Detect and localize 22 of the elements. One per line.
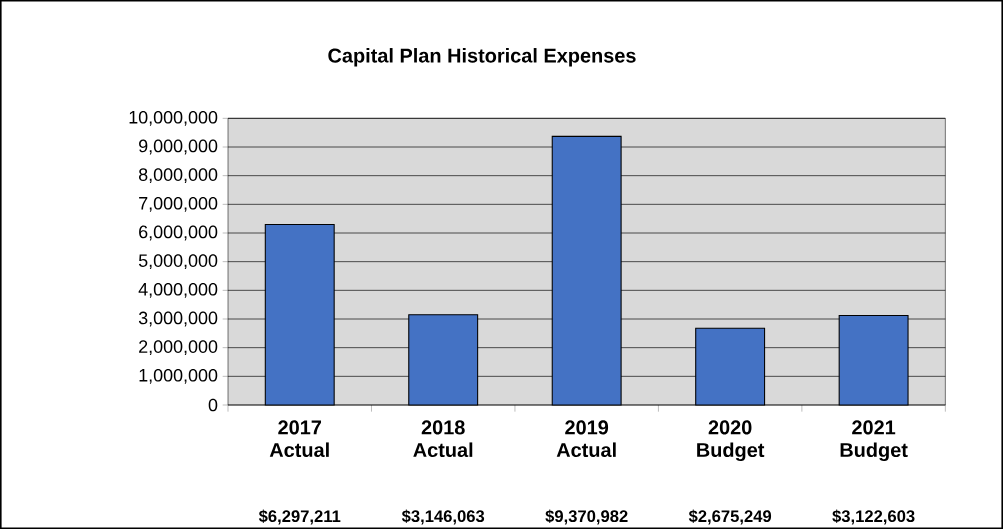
y-tick-label: 6,000,000 xyxy=(139,225,218,241)
data-label: $3,146,063 xyxy=(401,509,485,525)
x-tick-label: 2020 Budget xyxy=(697,420,765,462)
y-tick-label: 3,000,000 xyxy=(138,311,218,327)
data-label: $6,297,211 xyxy=(258,509,341,525)
data-label: $2,675,249 xyxy=(688,509,772,525)
x-tick-label: 2017 Actual xyxy=(269,420,329,458)
chart-title: Capital Plan Historical Expenses xyxy=(328,48,636,67)
y-tick-label: 10,000,000 xyxy=(129,110,218,126)
x-tick-label: 2021 Budget xyxy=(840,420,908,462)
y-tick-label: 7,000,000 xyxy=(139,196,218,212)
x-tick-label: 2018 Actual xyxy=(413,420,473,458)
y-tick-label: 5,000,000 xyxy=(138,254,218,270)
y-tick-label: 2,000,000 xyxy=(139,340,218,356)
data-label: $9,370,982 xyxy=(545,509,628,525)
data-label: $3,122,603 xyxy=(832,509,915,525)
y-tick-label: 9,000,000 xyxy=(139,139,218,155)
x-tick-label: 2019 Actual xyxy=(556,420,616,458)
y-tick-label: 0 xyxy=(208,398,218,412)
y-tick-label: 1,000,000 xyxy=(139,368,218,384)
y-tick-label: 8,000,000 xyxy=(138,168,218,184)
y-tick-label: 4,000,000 xyxy=(138,282,218,298)
